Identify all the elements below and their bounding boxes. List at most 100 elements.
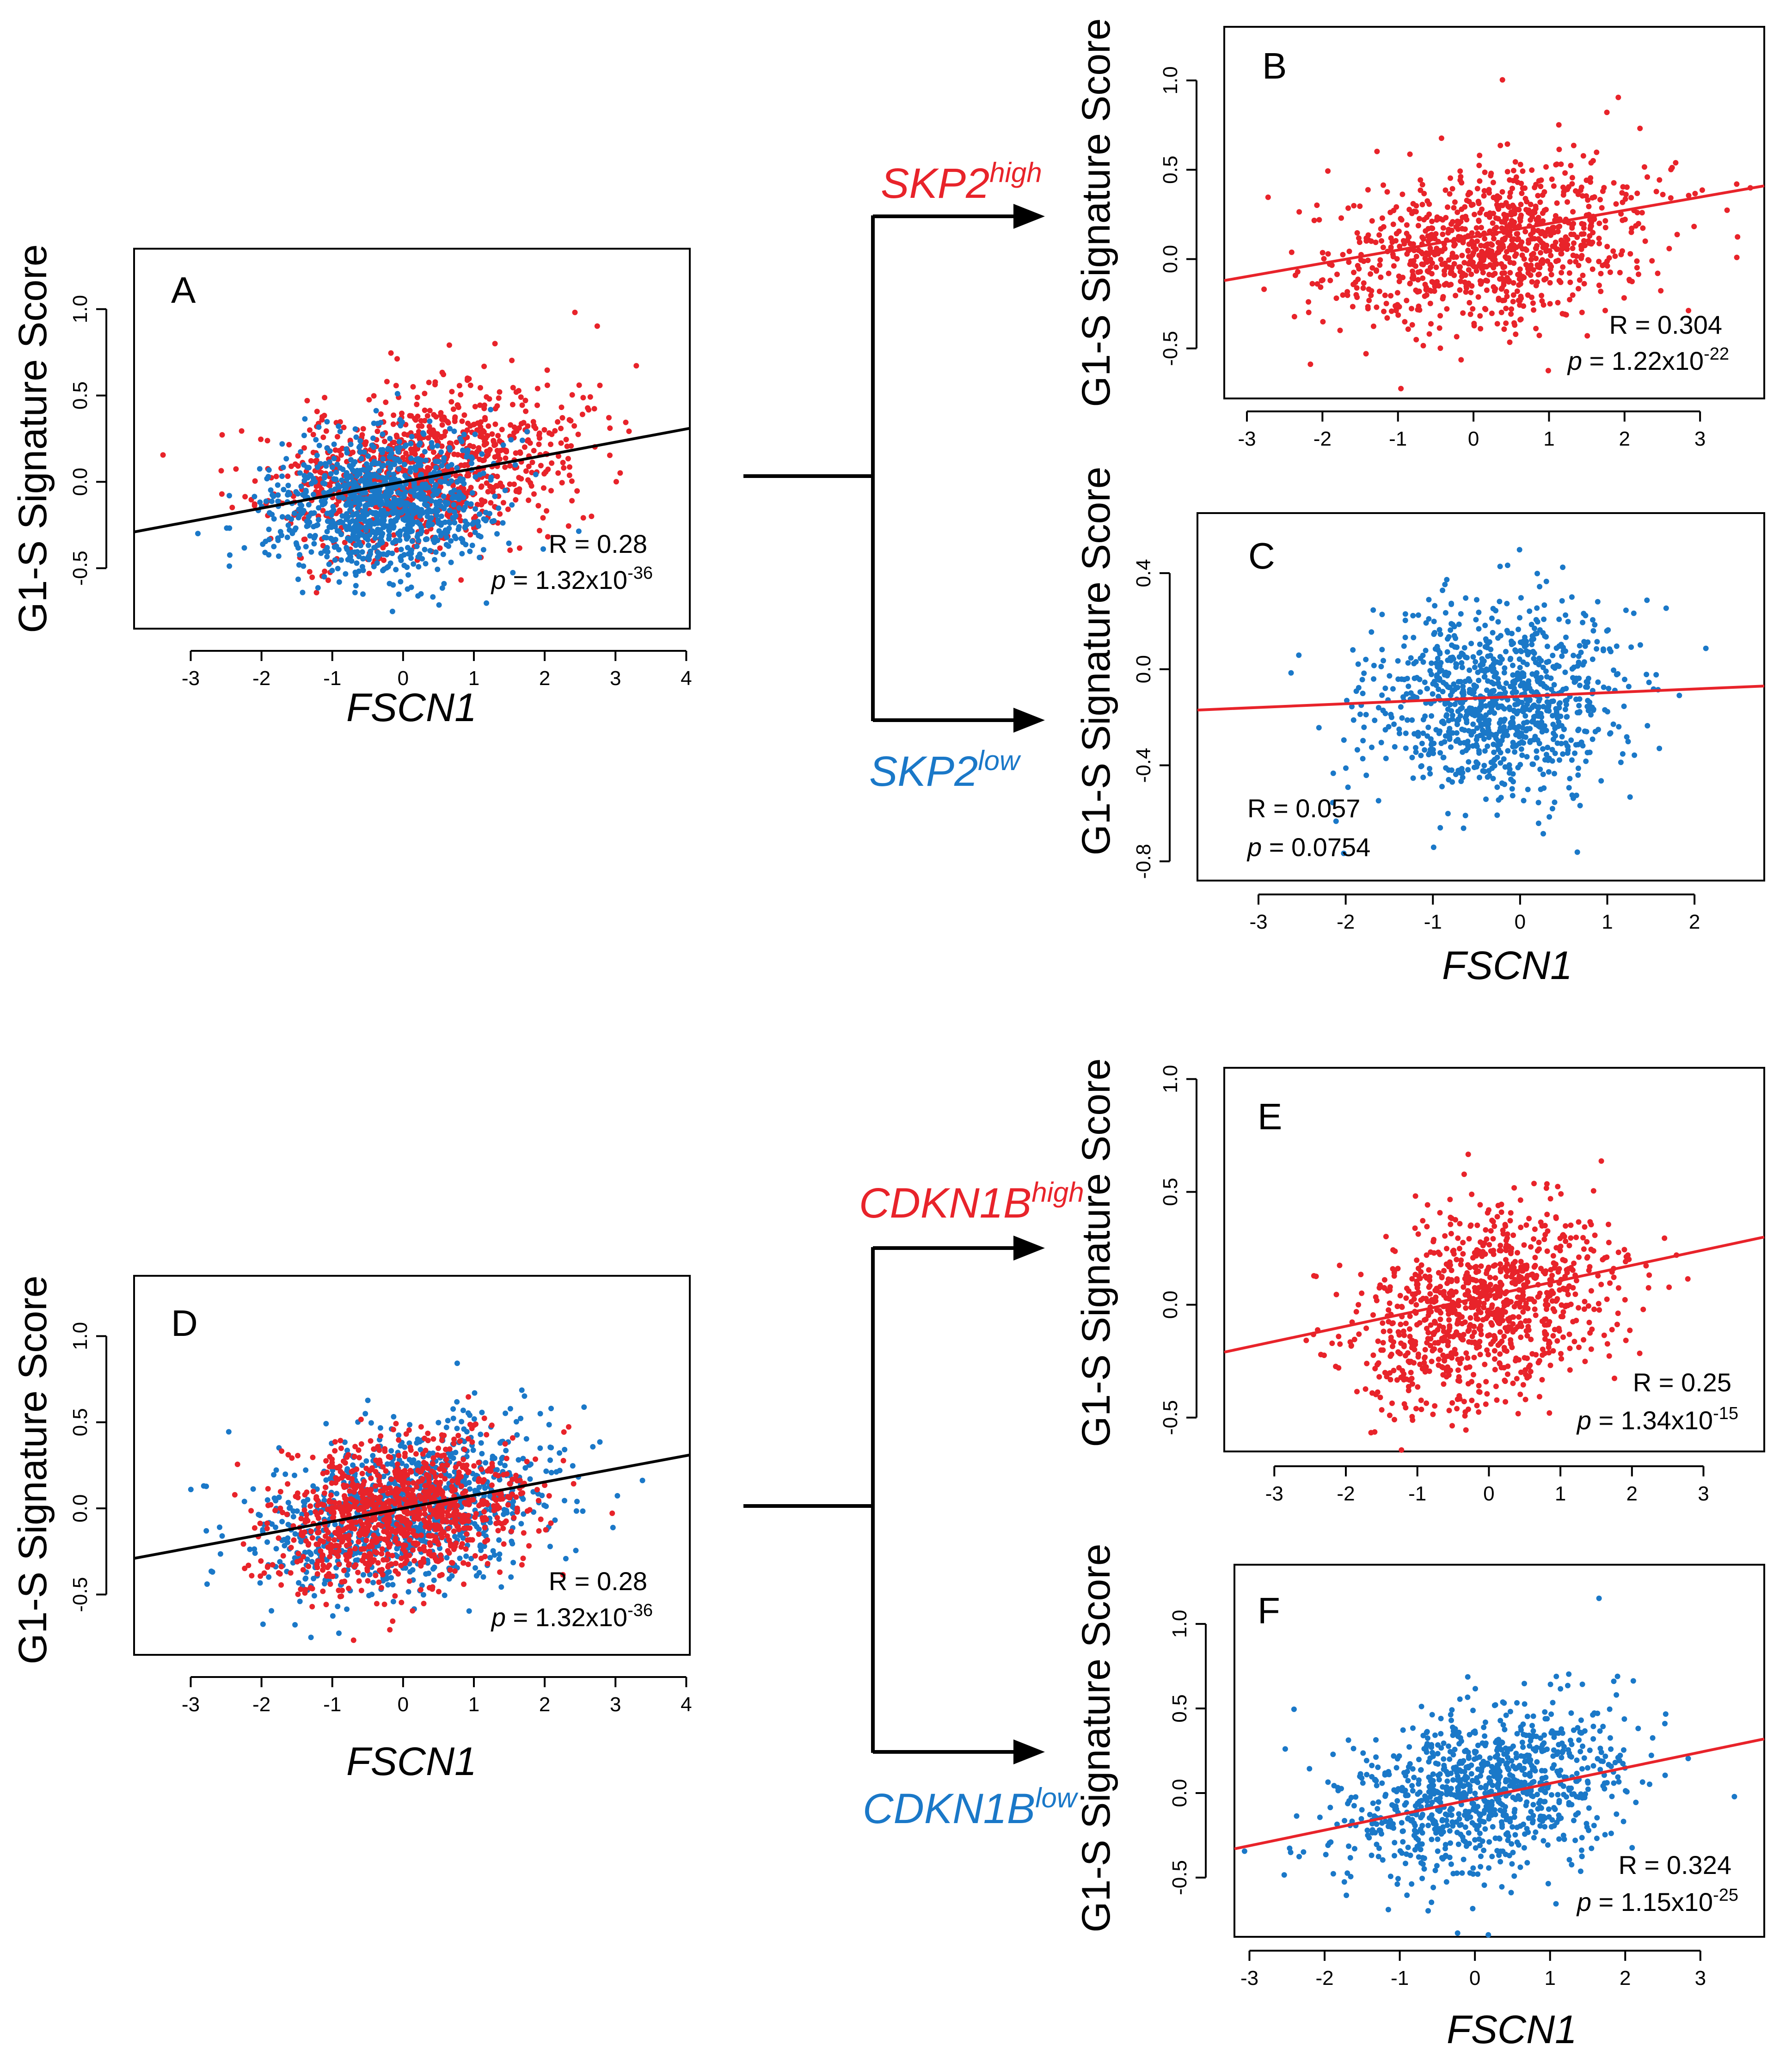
data-point — [381, 557, 387, 563]
data-point — [1552, 244, 1558, 250]
data-point — [1394, 256, 1400, 262]
data-point — [1378, 226, 1384, 232]
data-point — [379, 517, 385, 523]
data-point — [1628, 644, 1634, 650]
data-point — [1559, 741, 1564, 747]
data-point — [348, 554, 354, 560]
data-point — [290, 1514, 296, 1520]
data-point — [1525, 652, 1531, 658]
data-point — [541, 1502, 547, 1508]
data-point — [1574, 849, 1580, 855]
data-point — [1314, 202, 1320, 208]
data-point — [1376, 288, 1382, 294]
data-point — [517, 449, 523, 455]
data-point — [544, 367, 550, 373]
data-point — [394, 1546, 400, 1552]
data-point — [322, 473, 328, 479]
data-point — [1358, 257, 1364, 263]
series-B-skp2-high — [1261, 77, 1753, 392]
data-point — [286, 442, 292, 447]
data-point — [1477, 649, 1483, 655]
data-point — [533, 471, 539, 477]
data-point — [1405, 233, 1412, 239]
data-point — [1501, 326, 1507, 332]
data-point — [1637, 642, 1643, 648]
data-point — [328, 471, 334, 477]
data-point — [1522, 734, 1528, 740]
data-point — [439, 585, 445, 591]
data-point — [1508, 777, 1514, 782]
data-point — [1507, 194, 1513, 200]
data-point — [459, 439, 465, 445]
data-point — [1567, 297, 1573, 303]
data-point — [386, 528, 392, 534]
data-point — [1390, 686, 1396, 692]
data-point — [1473, 741, 1479, 747]
data-point — [479, 451, 485, 457]
data-point — [439, 369, 445, 375]
data-point — [400, 516, 406, 522]
data-point — [1432, 283, 1438, 289]
data-point — [1562, 669, 1568, 675]
data-point — [1569, 175, 1575, 181]
data-point — [1610, 721, 1616, 727]
data-point — [308, 458, 314, 464]
data-point — [431, 412, 437, 418]
data-point — [1435, 655, 1441, 661]
data-point — [555, 419, 561, 425]
data-point — [456, 383, 462, 389]
data-point — [1535, 800, 1541, 806]
data-point — [448, 559, 454, 565]
data-point — [1496, 295, 1502, 301]
data-point — [1467, 300, 1473, 306]
data-point — [1554, 200, 1560, 206]
data-point — [469, 460, 475, 466]
data-point — [1340, 251, 1346, 257]
data-point — [1735, 234, 1741, 240]
data-point — [1504, 600, 1510, 606]
data-point — [418, 418, 424, 424]
data-point — [538, 463, 544, 469]
data-point — [323, 463, 329, 469]
data-point — [370, 435, 376, 441]
data-point — [1653, 672, 1659, 678]
data-point — [562, 1447, 568, 1452]
data-point — [307, 533, 313, 539]
data-point — [275, 482, 281, 488]
data-point — [418, 471, 424, 477]
data-point — [1618, 759, 1624, 765]
data-point — [1409, 754, 1415, 760]
data-point — [226, 1429, 232, 1435]
data-point — [408, 555, 414, 561]
data-point — [301, 433, 307, 438]
data-point — [356, 553, 362, 559]
data-point — [1547, 301, 1553, 307]
data-point — [1534, 243, 1540, 249]
data-point — [436, 1420, 442, 1426]
data-point — [1580, 272, 1586, 278]
data-point — [1627, 251, 1633, 257]
data-point — [1409, 322, 1415, 328]
data-point — [1465, 742, 1471, 748]
data-point — [361, 449, 367, 455]
data-point — [1477, 178, 1483, 184]
data-point — [401, 563, 407, 569]
data-point — [1438, 135, 1444, 141]
x-tick-label-C: 2 — [1689, 911, 1700, 933]
data-point — [1520, 659, 1526, 665]
data-point — [1526, 240, 1532, 246]
data-point — [227, 525, 233, 531]
data-point — [218, 468, 224, 474]
data-point — [1572, 678, 1578, 684]
data-point — [1645, 723, 1651, 728]
data-point — [1491, 236, 1497, 242]
data-point — [1528, 263, 1534, 269]
data-point — [1402, 611, 1408, 617]
data-point — [1481, 721, 1487, 727]
data-point — [1536, 271, 1542, 277]
data-point — [1598, 778, 1604, 784]
data-point — [1451, 633, 1457, 639]
data-point — [338, 452, 344, 458]
data-point — [385, 447, 391, 453]
